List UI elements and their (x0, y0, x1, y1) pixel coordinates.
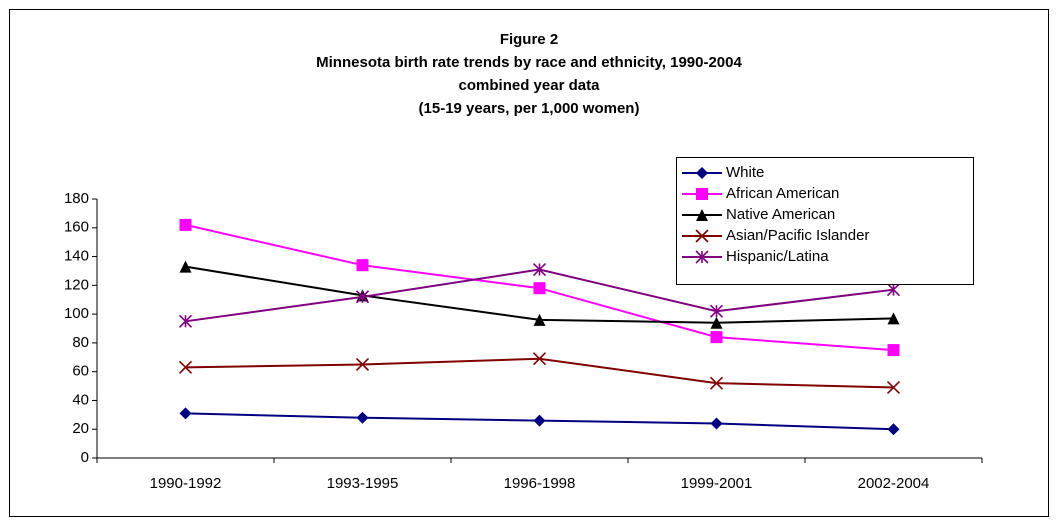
marker (356, 411, 369, 424)
marker (179, 260, 192, 273)
marker (533, 282, 546, 295)
x-tick-label: 1999-2001 (681, 475, 753, 492)
marker (887, 344, 900, 357)
y-tick-label: 180 (64, 190, 89, 207)
chart-title: (15-19 years, per 1,000 women) (419, 100, 640, 117)
y-tick-label: 100 (64, 305, 89, 322)
marker (709, 376, 724, 390)
marker (887, 423, 900, 436)
x-tick-label: 1990-1992 (150, 475, 222, 492)
marker (710, 331, 723, 344)
marker (179, 218, 192, 231)
marker (695, 250, 709, 264)
marker (178, 314, 193, 328)
marker (179, 407, 192, 420)
chart-title: combined year data (459, 77, 601, 94)
marker (710, 417, 723, 430)
y-tick-label: 120 (64, 276, 89, 293)
legend-label: Hispanic/Latina (726, 248, 829, 265)
marker (355, 290, 370, 304)
x-tick-label: 1993-1995 (327, 475, 399, 492)
legend-label: African American (726, 185, 839, 202)
y-tick-label: 140 (64, 248, 89, 265)
marker (710, 316, 723, 329)
marker (532, 352, 547, 366)
legend-label: White (726, 164, 764, 181)
y-tick-label: 40 (72, 391, 89, 408)
x-tick-label: 1996-1998 (504, 475, 576, 492)
chart-title: Figure 2 (500, 31, 558, 48)
marker (695, 229, 709, 243)
x-tick-label: 2002-2004 (858, 475, 930, 492)
y-tick-label: 20 (72, 420, 89, 437)
y-tick-label: 60 (72, 363, 89, 380)
marker (533, 414, 546, 427)
marker (532, 262, 547, 277)
y-tick-label: 80 (72, 334, 89, 351)
marker (709, 304, 724, 318)
marker (887, 312, 900, 325)
marker (696, 167, 708, 179)
marker (178, 360, 193, 374)
y-tick-label: 0 (81, 449, 89, 466)
marker (886, 283, 901, 297)
marker (355, 357, 370, 372)
legend-label: Asian/Pacific Islander (726, 227, 869, 244)
legend-label: Native American (726, 206, 835, 223)
legend-box (676, 157, 974, 285)
marker (356, 259, 369, 272)
chart-title: Minnesota birth rate trends by race and … (316, 54, 742, 71)
marker (696, 188, 708, 200)
marker (533, 313, 546, 326)
marker (696, 209, 708, 221)
marker (886, 380, 901, 395)
y-tick-label: 160 (64, 219, 89, 236)
